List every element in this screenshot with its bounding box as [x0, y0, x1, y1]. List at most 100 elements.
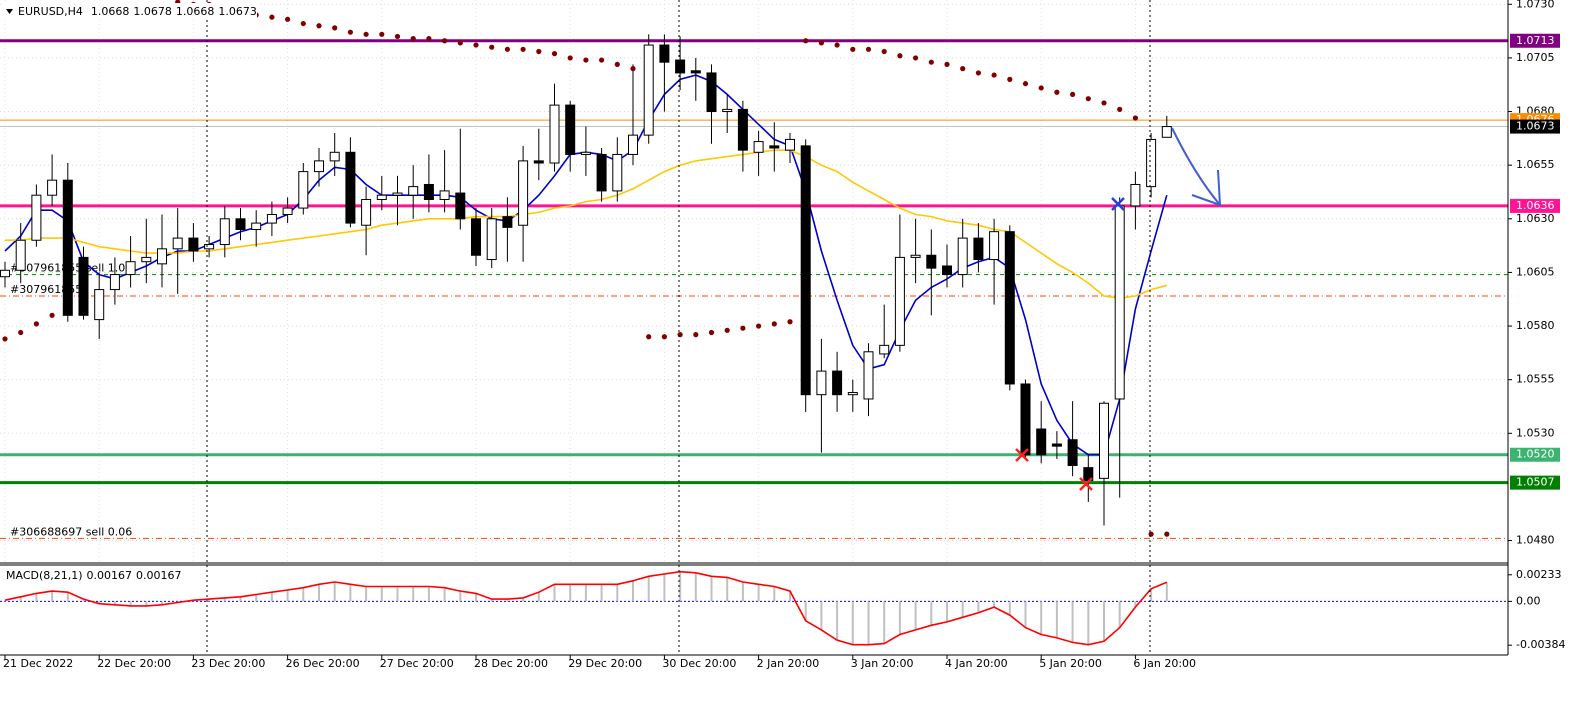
candle-body [392, 192, 403, 196]
sar-dot [944, 61, 950, 67]
header-menu-icon[interactable] [6, 9, 13, 14]
sar-dot [724, 327, 730, 333]
candle-body [486, 218, 497, 261]
candle-body [31, 194, 42, 241]
sar-dot [991, 72, 997, 78]
candle-body [204, 244, 215, 250]
trade-marker [1111, 197, 1125, 211]
candle-body [737, 108, 748, 151]
sar-dot [1164, 531, 1170, 537]
candle-body [345, 151, 356, 224]
candle-body [455, 192, 466, 220]
level-label-bg [1510, 447, 1560, 462]
bid-label: 1.0673 [1516, 120, 1555, 133]
candle-body [847, 392, 858, 396]
candle-body [219, 218, 230, 246]
x-tick-label: 26 Dec 20:00 [286, 657, 360, 670]
candle-body [863, 351, 874, 400]
sar-dot [818, 40, 825, 46]
level-label: 1.0636 [1516, 199, 1555, 212]
candle-body [408, 186, 419, 196]
candle-body [612, 153, 623, 192]
candle-body [973, 237, 984, 261]
candle-body [942, 265, 952, 276]
x-tick-label: 21 Dec 2022 [3, 657, 73, 670]
candle-body [675, 59, 686, 74]
macd-line [4, 570, 1168, 646]
sar-dot [504, 46, 510, 52]
drawn-arrow [1171, 127, 1222, 207]
sar-dot [316, 23, 322, 29]
sar-dot [913, 55, 919, 61]
candle-body [1067, 439, 1078, 466]
candle-body [78, 256, 89, 316]
sar-dot [567, 55, 573, 61]
y-tick-label: 1.0580 [1516, 319, 1555, 332]
x-tick-label: 23 Dec 20:00 [191, 657, 265, 670]
sar-dot [49, 312, 55, 318]
x-tick-label: 29 Dec 20:00 [568, 657, 642, 670]
sar-dot [520, 46, 526, 52]
sar-dot [457, 40, 463, 46]
candle-body [832, 370, 843, 396]
candle-body [1114, 205, 1125, 400]
sar-dot [1070, 91, 1076, 97]
x-tick-label: 27 Dec 20:00 [380, 657, 454, 670]
y-tick-label: 1.0705 [1516, 51, 1555, 64]
candle-body [157, 248, 167, 265]
x-tick-label: 2 Jan 20:00 [757, 657, 820, 670]
x-tick-label: 4 Jan 20:00 [945, 657, 1008, 670]
candle-body [816, 370, 827, 396]
candle-body [361, 198, 372, 226]
plot-layer: #307961855 sell 1.00#307961855#306688697… [0, 0, 1508, 646]
sar-dot [1117, 106, 1123, 112]
sar-dot [285, 16, 291, 22]
candle-body [1161, 126, 1172, 138]
sar-dot [18, 329, 24, 336]
macd-header: MACD(8,21,1) 0.00167 0.00167 [6, 569, 182, 582]
sar-dot [740, 325, 746, 331]
sar-dot [1054, 89, 1060, 95]
sar-dot [850, 46, 856, 52]
sar-dot [1132, 115, 1138, 121]
candle-body [596, 153, 607, 192]
candle-body [722, 108, 733, 113]
x-tick-label: 30 Dec 20:00 [662, 657, 736, 670]
candle-body [580, 151, 591, 155]
x-tick-label: 6 Jan 20:00 [1133, 657, 1196, 670]
candle-body [282, 207, 293, 216]
candle-body [235, 218, 246, 231]
moving-average [5, 149, 1168, 300]
candle-body [879, 344, 890, 355]
candle-body [0, 269, 10, 278]
sar-dot [1038, 85, 1044, 91]
x-tick-label: 28 Dec 20:00 [474, 657, 548, 670]
candle-body [800, 145, 811, 396]
symbol-title: EURUSD,H4 [18, 5, 83, 18]
level-label: 1.0520 [1516, 448, 1555, 461]
candle-body [894, 256, 905, 346]
x-tick-label: 22 Dec 20:00 [97, 657, 171, 670]
header-value: 1.0668 [91, 5, 130, 18]
candle-body [502, 216, 513, 228]
sar-dot [756, 323, 762, 329]
candle-body [298, 171, 309, 209]
sar-dot [583, 57, 589, 63]
sar-dot [426, 36, 432, 42]
y-tick-label: 1.0730 [1516, 0, 1555, 10]
candle-body [109, 274, 120, 291]
x-tick-label: 5 Jan 20:00 [1039, 657, 1102, 670]
y-tick-label: 1.0555 [1516, 373, 1555, 386]
sar-dot [693, 332, 699, 338]
sar-dot [881, 48, 887, 55]
candle-body [1020, 383, 1031, 456]
candle-body [706, 72, 717, 113]
candle-body [1099, 402, 1109, 479]
sar-dot [347, 29, 353, 35]
candle-body [1146, 138, 1157, 188]
y-tick-label: 1.0655 [1516, 158, 1555, 171]
candle-body [314, 160, 324, 173]
candle-body [565, 104, 576, 155]
